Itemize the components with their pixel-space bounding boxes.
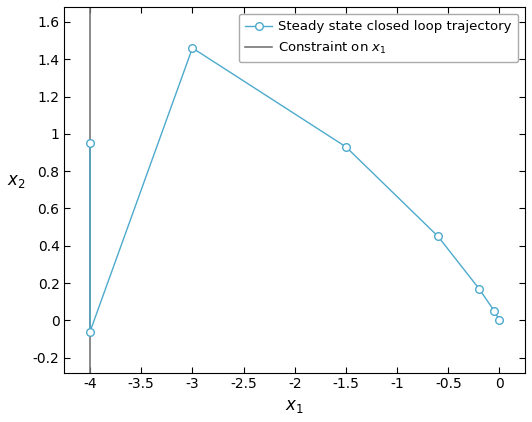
Steady state closed loop trajectory [491,308,497,314]
Steady state closed loop trajectory [496,318,503,323]
Legend: Steady state closed loop trajectory, Constraint on $x_1$: Steady state closed loop trajectory, Con… [239,14,519,62]
Constraint on $x_1$ [87,318,93,323]
X-axis label: $x_1$: $x_1$ [286,397,304,415]
Steady state closed loop trajectory [476,286,482,291]
Constraint on $x_1$ [87,131,93,136]
Line: Steady state closed loop trajectory: Steady state closed loop trajectory [86,44,503,335]
Steady state closed loop trajectory [87,141,93,146]
Steady state closed loop trajectory [87,329,93,334]
Steady state closed loop trajectory [435,234,441,239]
Steady state closed loop trajectory [343,144,349,149]
Y-axis label: $x_2$: $x_2$ [7,172,26,190]
Steady state closed loop trajectory [189,46,196,51]
